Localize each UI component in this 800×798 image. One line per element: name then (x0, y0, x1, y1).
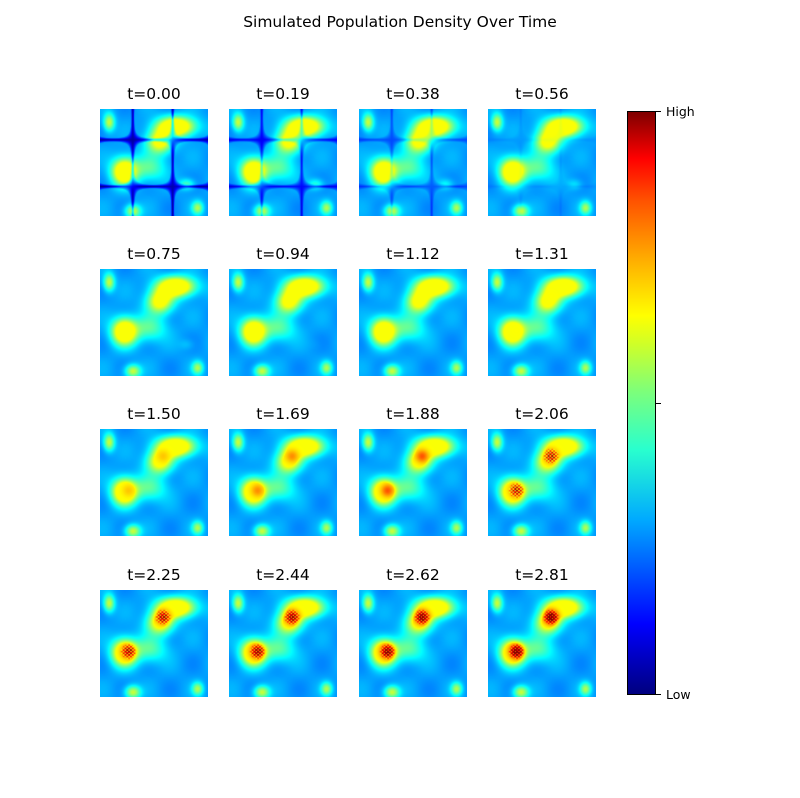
panel-title: t=1.31 (515, 245, 569, 263)
panel-title: t=1.88 (386, 405, 440, 423)
density-panel (229, 590, 337, 697)
panel-title: t=2.06 (515, 405, 569, 423)
panel-title: t=1.50 (127, 405, 181, 423)
density-panel (359, 109, 467, 216)
density-panel (488, 590, 596, 697)
colorbar-tick-mid (656, 403, 661, 404)
density-panel (359, 429, 467, 536)
colorbar-label-high: High (666, 104, 695, 119)
panel-title: t=0.56 (515, 85, 569, 103)
density-panel (488, 429, 596, 536)
colorbar-tick-low (656, 694, 661, 695)
density-panel (229, 109, 337, 216)
panel-title: t=0.00 (127, 85, 181, 103)
density-panel (488, 269, 596, 376)
density-panel (229, 269, 337, 376)
panel-title: t=0.94 (256, 245, 310, 263)
chart-title: Simulated Population Density Over Time (243, 13, 557, 31)
density-panel (100, 429, 208, 536)
panel-title: t=0.19 (256, 85, 310, 103)
colorbar-tick-high (656, 111, 661, 112)
density-panel (359, 269, 467, 376)
panel-title: t=1.12 (386, 245, 440, 263)
density-panel (100, 590, 208, 697)
panel-title: t=2.81 (515, 566, 569, 584)
panel-title: t=0.38 (386, 85, 440, 103)
panel-title: t=1.69 (256, 405, 310, 423)
panel-title: t=2.25 (127, 566, 181, 584)
colorbar-label-low: Low (666, 687, 691, 702)
panel-title: t=0.75 (127, 245, 181, 263)
density-panel (488, 109, 596, 216)
panel-title: t=2.62 (386, 566, 440, 584)
density-panel (359, 590, 467, 697)
density-panel (100, 109, 208, 216)
density-panel (100, 269, 208, 376)
colorbar (627, 111, 656, 695)
panel-title: t=2.44 (256, 566, 310, 584)
density-panel (229, 429, 337, 536)
